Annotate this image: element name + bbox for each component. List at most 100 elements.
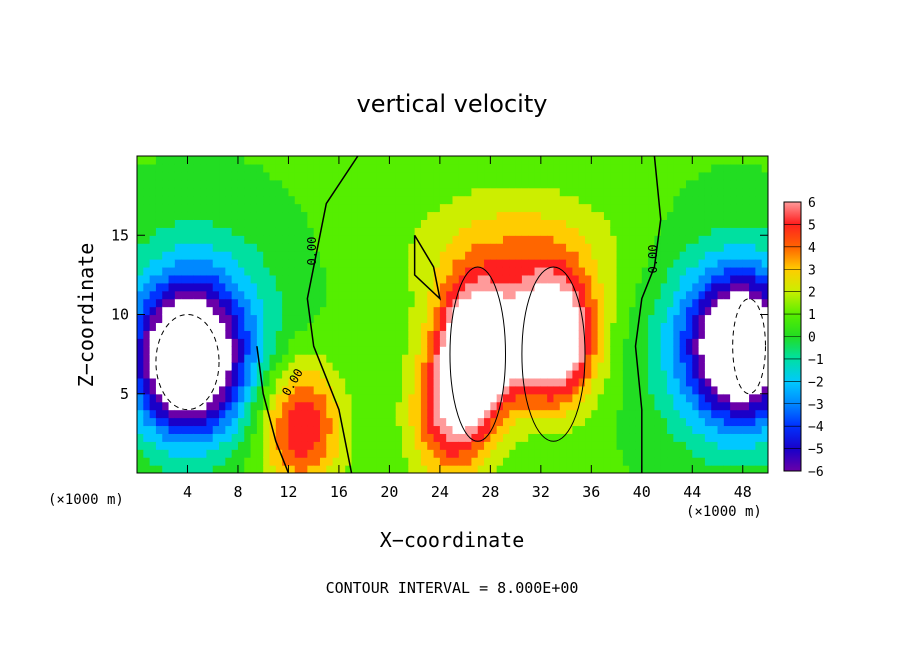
field-cell (679, 179, 687, 189)
field-cell (685, 156, 693, 165)
field-cell (622, 425, 630, 434)
field-cell (761, 156, 768, 165)
field-cell (408, 274, 416, 284)
field-cell (566, 433, 573, 442)
field-cell (547, 227, 555, 236)
field-cell (263, 274, 271, 284)
field-cell (433, 156, 441, 165)
field-cell (698, 441, 706, 450)
field-cell (547, 385, 555, 395)
field-cell (402, 433, 409, 442)
field-cell (667, 235, 674, 244)
field-cell (654, 385, 662, 395)
field-cell (540, 377, 548, 387)
field-cell (496, 227, 504, 236)
field-cell (446, 187, 454, 197)
field-cell (414, 369, 422, 379)
field-cell (137, 457, 144, 466)
field-cell (736, 369, 744, 379)
field-cell (294, 195, 302, 205)
field-cell (225, 362, 233, 371)
field-cell (484, 346, 491, 355)
field-cell (357, 346, 365, 355)
field-cell (534, 457, 542, 466)
colorbar-tick-label: −3 (808, 398, 824, 413)
field-cell (685, 377, 693, 387)
field-cell (395, 227, 403, 236)
field-cell (269, 449, 277, 458)
field-cell (408, 219, 416, 228)
field-cell (547, 251, 555, 260)
field-cell (711, 251, 719, 260)
field-cell (755, 354, 763, 363)
field-cell (692, 203, 700, 213)
field-cell (275, 425, 283, 434)
field-cell (383, 187, 390, 197)
field-cell (174, 330, 182, 339)
field-cell (288, 195, 296, 205)
field-cell (458, 290, 466, 300)
field-cell (395, 409, 403, 419)
field-cell (269, 179, 277, 189)
field-cell (244, 227, 252, 236)
field-cell (692, 465, 700, 473)
field-cell (496, 314, 504, 324)
field-cell (288, 385, 296, 395)
field-cell (383, 251, 390, 260)
field-cell (723, 377, 731, 387)
field-cell (338, 235, 346, 244)
field-cell (742, 330, 750, 339)
field-cell (585, 322, 592, 331)
field-cell (578, 219, 586, 228)
field-cell (225, 227, 233, 236)
field-cell (490, 362, 498, 371)
field-cell (540, 441, 548, 450)
field-cell (509, 449, 517, 458)
field-cell (187, 338, 195, 347)
field-cell (301, 409, 308, 419)
field-cell (465, 393, 473, 403)
field-cell (149, 409, 157, 419)
field-cell (225, 306, 233, 316)
field-cell (427, 282, 435, 292)
field-cell (370, 235, 378, 244)
field-cell (559, 163, 567, 173)
field-cell (692, 219, 700, 228)
field-cell (206, 251, 214, 260)
field-cell (427, 385, 435, 395)
field-cell (730, 251, 738, 260)
field-cell (578, 409, 586, 419)
field-cell (742, 417, 750, 427)
field-cell (219, 219, 226, 228)
field-cell (572, 441, 580, 450)
field-cell (673, 385, 681, 395)
field-cell (439, 330, 447, 339)
field-cell (256, 433, 264, 442)
field-cell (162, 195, 170, 205)
field-cell (635, 433, 643, 442)
field-cell (515, 369, 523, 379)
field-cell (357, 425, 365, 434)
field-cell (635, 457, 643, 466)
field-cell (704, 393, 712, 403)
field-cell (181, 377, 189, 387)
field-cell (597, 322, 605, 331)
field-cell (269, 457, 277, 466)
field-cell (698, 171, 706, 181)
field-cell (332, 187, 340, 197)
field-cell (256, 449, 264, 458)
x-tick-label: 28 (481, 483, 499, 501)
field-cell (389, 377, 397, 387)
field-cell (648, 314, 656, 324)
field-cell (585, 314, 592, 324)
field-cell (395, 457, 403, 466)
field-cell (231, 314, 239, 324)
field-cell (477, 417, 485, 427)
field-cell (414, 163, 422, 173)
field-cell (200, 203, 208, 213)
field-cell (364, 298, 372, 308)
field-cell (174, 362, 182, 371)
field-cell (225, 377, 233, 387)
field-cell (231, 330, 239, 339)
field-cell (730, 282, 738, 292)
